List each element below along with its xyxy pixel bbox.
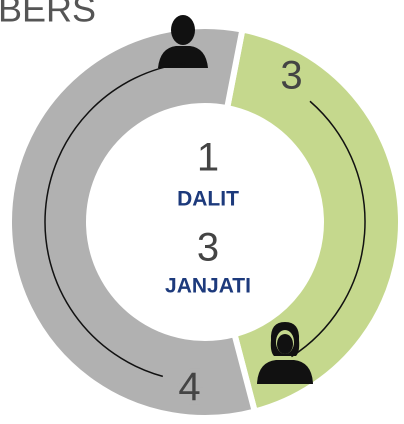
slice	[6, 23, 259, 421]
guide-arc	[291, 100, 366, 358]
guide-arc	[44, 62, 186, 378]
value-label: 4	[178, 365, 200, 409]
annotation-value: 1	[197, 136, 219, 180]
chart-title: BERS	[0, 0, 96, 30]
slice	[223, 26, 404, 416]
annotation-text: DALIT	[177, 188, 239, 211]
slices	[6, 23, 404, 421]
value-label: 3	[280, 54, 302, 98]
annotation-text: JANJATI	[165, 275, 251, 298]
female-icon	[257, 322, 313, 384]
male-icon	[158, 15, 208, 68]
annotation-value: 3	[197, 226, 219, 270]
